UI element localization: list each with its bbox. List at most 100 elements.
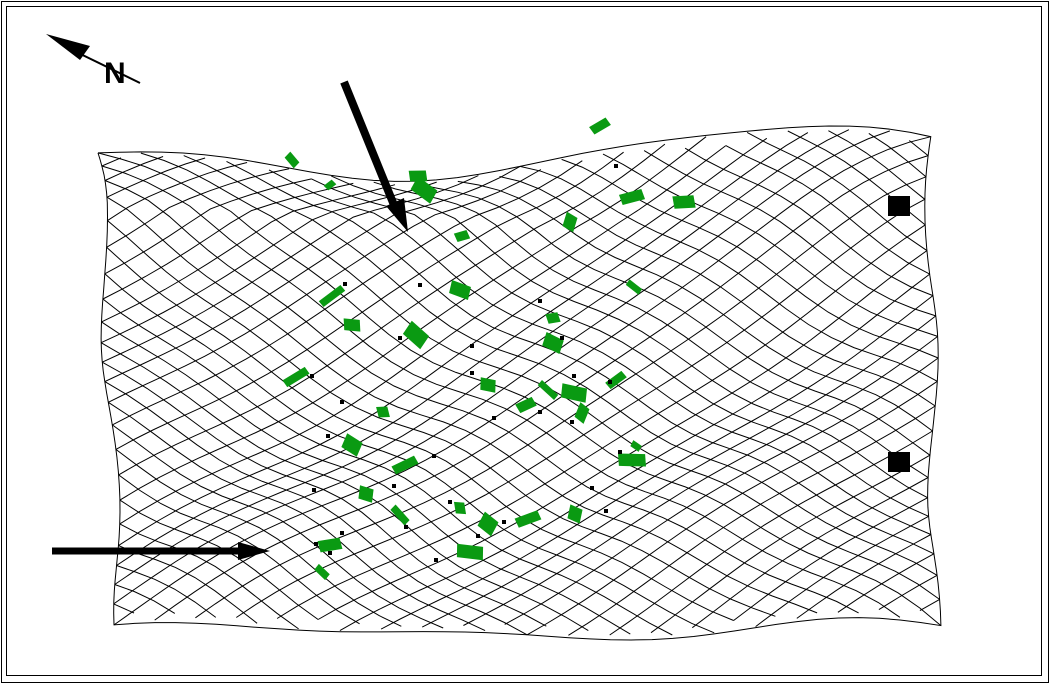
mesh-line	[561, 158, 939, 359]
mesh-line	[116, 565, 217, 618]
green-patch	[376, 406, 390, 418]
mesh-line	[118, 137, 768, 547]
point-marker	[398, 336, 402, 340]
green-patch	[453, 230, 471, 242]
mesh-line	[311, 178, 929, 517]
point-marker	[328, 551, 332, 555]
point-marker	[492, 416, 496, 420]
mesh-line	[104, 381, 528, 636]
mesh-line	[108, 169, 542, 403]
mesh-line	[519, 165, 938, 382]
mesh-line	[97, 152, 942, 626]
mesh-line	[100, 342, 589, 632]
green-patch	[323, 179, 337, 191]
mesh-line	[118, 474, 360, 625]
point-marker	[340, 400, 344, 404]
green-patch	[456, 543, 484, 561]
mesh-line	[108, 401, 486, 632]
green-patch	[318, 285, 346, 307]
mesh-line	[115, 448, 402, 627]
green-patch	[408, 170, 428, 182]
mesh-line	[104, 165, 521, 383]
point-marker	[502, 520, 506, 524]
point-marker	[448, 500, 452, 504]
green-patch	[567, 504, 583, 524]
mesh-line	[104, 178, 312, 275]
mesh-line	[116, 132, 809, 566]
green-patch	[560, 383, 588, 403]
point-marker	[434, 558, 438, 562]
green-patch	[514, 510, 542, 528]
green-patches	[282, 117, 696, 581]
mesh-line	[755, 515, 929, 627]
point-marker	[310, 374, 314, 378]
point-marker	[476, 534, 480, 538]
mesh-line	[602, 153, 938, 337]
green-patch	[453, 501, 467, 515]
point-marker	[312, 488, 316, 492]
point-marker	[618, 450, 622, 454]
mesh-line	[878, 574, 938, 611]
mesh-line	[101, 321, 631, 635]
mesh-line	[101, 165, 901, 618]
green-patch	[449, 279, 471, 301]
mesh-line	[106, 168, 290, 248]
green-patch	[317, 537, 343, 553]
mesh-line	[119, 499, 319, 620]
point-marker	[340, 531, 344, 535]
north-arrow-icon	[46, 34, 141, 84]
point-marker	[608, 380, 612, 384]
green-patch	[284, 151, 300, 169]
green-patch	[618, 188, 646, 206]
mesh-line	[119, 523, 299, 630]
mesh-line	[101, 361, 547, 627]
inner-frame	[6, 6, 1042, 676]
wireframe-mesh	[97, 125, 942, 641]
mesh-line	[796, 534, 932, 619]
point-marker	[570, 420, 574, 424]
green-patch	[545, 312, 561, 324]
mesh-line	[526, 380, 938, 636]
mesh-line	[919, 598, 940, 612]
green-patch	[480, 377, 496, 393]
mesh-line	[868, 132, 927, 178]
point-marker	[470, 344, 474, 348]
point-marker	[392, 484, 396, 488]
mesh-line	[380, 295, 934, 630]
mesh-line	[107, 220, 776, 617]
point-marker	[538, 410, 542, 414]
green-patch	[391, 455, 419, 475]
point-marker	[614, 164, 618, 168]
mesh-line	[268, 169, 932, 535]
mesh-line	[107, 162, 248, 222]
mesh-line	[154, 155, 929, 621]
mesh-line	[118, 143, 666, 476]
mesh-line	[908, 140, 929, 156]
green-patch	[605, 370, 627, 390]
mesh-line	[119, 145, 727, 525]
mesh-line	[463, 335, 938, 626]
mesh-line	[339, 273, 931, 632]
point-marker	[326, 434, 330, 438]
point-marker	[404, 525, 408, 529]
square-marker	[888, 452, 910, 472]
point-marker	[604, 509, 608, 513]
green-patch	[358, 485, 374, 503]
mesh-line	[415, 183, 931, 456]
mesh-line	[97, 125, 942, 641]
green-patch	[672, 195, 696, 209]
point-marker	[590, 486, 594, 490]
mesh-line	[650, 454, 931, 634]
mesh-line	[112, 160, 583, 426]
mesh-line	[101, 184, 396, 323]
mesh-line	[691, 477, 929, 629]
point-marker	[572, 374, 576, 378]
mesh-line	[837, 553, 935, 613]
mesh-line	[746, 131, 928, 252]
point-marker	[418, 283, 422, 287]
mesh-line	[725, 145, 930, 275]
mesh-line	[106, 196, 818, 614]
green-patch	[410, 176, 438, 204]
mesh-line	[226, 160, 935, 555]
